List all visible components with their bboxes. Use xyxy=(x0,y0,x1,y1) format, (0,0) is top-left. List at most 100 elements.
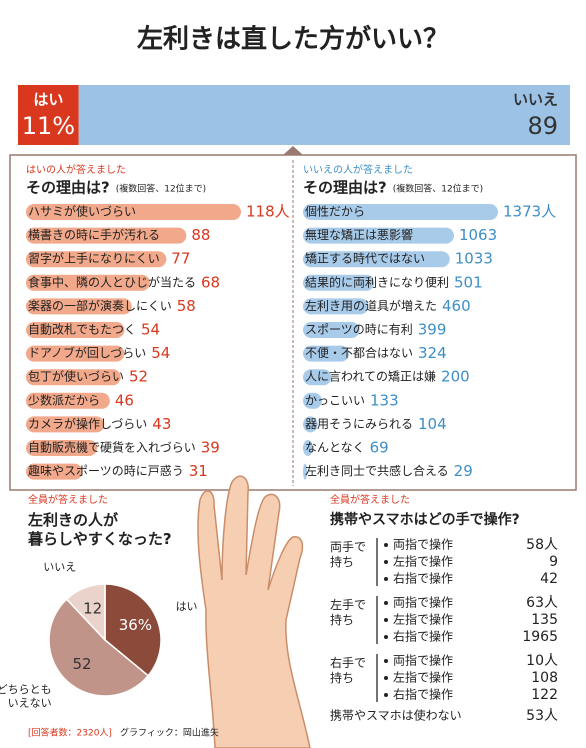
group-label: 両手で持ち xyxy=(330,540,366,569)
bar-value: 501 xyxy=(454,273,483,291)
panel-title: その理由は? xyxy=(303,179,387,197)
pie-slice xyxy=(65,583,106,642)
pie-value: 36% xyxy=(119,616,152,634)
bar xyxy=(26,416,105,433)
bar-category: 自動改札でもたつく xyxy=(28,323,136,337)
bar-value: 31 xyxy=(189,462,208,480)
row-value: 9 xyxy=(549,554,558,570)
bar-category: 食事中、隣の人とひじが当たる xyxy=(28,274,196,289)
bar-value: 1373人 xyxy=(503,203,556,221)
bar xyxy=(303,440,313,456)
bar-value: 88 xyxy=(191,226,210,244)
bar-value: 1033 xyxy=(455,250,493,268)
panel-subtitle: (複数回答、12位まで) xyxy=(116,183,206,195)
credit: グラフィック：岡山進矢 xyxy=(120,727,219,739)
bullet xyxy=(384,676,388,680)
pointer xyxy=(283,146,303,155)
row-label: 左指で操作 xyxy=(393,612,453,627)
group-label: 右手で持ち xyxy=(330,655,366,685)
share-value: 11% xyxy=(22,112,75,140)
none-label: 携帯やスマホは使わない xyxy=(330,708,462,723)
bar-value: 460 xyxy=(442,297,471,315)
hand-illustration xyxy=(197,475,311,748)
panel-title: 携帯やスマホはどの手で操作? xyxy=(330,511,520,528)
bar xyxy=(26,440,98,456)
bar xyxy=(303,251,450,268)
bar-value: 133 xyxy=(370,391,399,409)
share-label: いいえ xyxy=(513,91,558,109)
pie-value: 12 xyxy=(83,599,102,617)
panel-note: はいの人が答えました xyxy=(26,163,126,176)
bar xyxy=(303,274,375,291)
row-value: 63人 xyxy=(526,595,558,611)
bar xyxy=(303,392,322,409)
bar xyxy=(26,274,150,291)
bar-value: 104 xyxy=(418,415,447,433)
row-value: 42 xyxy=(540,571,558,587)
bar-value: 69 xyxy=(370,439,389,457)
bullet xyxy=(384,635,388,639)
bar-category: スポーツの時に有利 xyxy=(305,323,413,337)
bar xyxy=(26,392,110,409)
row-label: 右指で操作 xyxy=(393,687,453,702)
none-value: 53人 xyxy=(526,708,558,724)
group-label: 左手で持ち xyxy=(330,597,366,627)
row-value: 58人 xyxy=(526,537,558,553)
panel-note: いいえの人が答えました xyxy=(303,163,413,176)
panel-subtitle: (複数回答、12位まで) xyxy=(393,183,483,195)
share-label: はい xyxy=(33,91,63,109)
share-value: 89 xyxy=(527,112,558,140)
panel-title: その理由は? xyxy=(26,179,110,197)
bullet xyxy=(384,577,388,581)
bar-value: 118人 xyxy=(246,203,290,221)
bar-value: 77 xyxy=(171,250,190,268)
bar xyxy=(303,369,332,386)
bar-value: 46 xyxy=(115,391,134,409)
bar-category: かっこいい xyxy=(305,393,365,407)
bar-category: 結果的に両利きになり便利 xyxy=(305,274,449,289)
bar-value: 54 xyxy=(151,344,170,362)
bar xyxy=(26,227,187,244)
bar-category: カメラが操作しづらい xyxy=(28,416,147,431)
row-value: 1965 xyxy=(522,629,558,645)
bar-category: 趣味やスポーツの時に戸惑う xyxy=(28,463,184,478)
row-label: 右指で操作 xyxy=(393,629,453,644)
bar xyxy=(303,345,350,362)
panel-note: 全員が答えました xyxy=(330,493,410,506)
row-label: 両指で操作 xyxy=(393,595,453,610)
bar xyxy=(26,298,132,315)
bar-category: 不便・不都合はない xyxy=(305,345,413,360)
bar-category: ハサミが使いづらい xyxy=(28,204,136,219)
pie-category: はい xyxy=(176,600,198,613)
bar-category: なんとなく xyxy=(305,441,365,455)
bar-value: 399 xyxy=(418,321,447,339)
bar xyxy=(26,463,83,480)
bar-value: 54 xyxy=(141,321,160,339)
bar xyxy=(26,369,121,386)
bar xyxy=(26,204,241,220)
bullet xyxy=(384,601,388,605)
bullet xyxy=(384,659,388,663)
bar-category: ドアノブが回しづらい xyxy=(28,345,146,360)
row-label: 右指で操作 xyxy=(393,571,453,586)
bar-category: 自動販売機で硬貨を入れづらい xyxy=(28,440,196,455)
bar-category: 人に言われての矯正は嫌 xyxy=(305,370,436,384)
row-label: 左指で操作 xyxy=(393,670,453,685)
bullet xyxy=(384,543,388,547)
pie-value: 52 xyxy=(72,655,91,673)
bar xyxy=(303,227,454,244)
bar-value: 39 xyxy=(201,439,220,457)
bar-category: 矯正する時代ではない xyxy=(305,252,425,266)
respondents: [回答者数：2320人] xyxy=(28,727,112,739)
bar-category: 横書きの時に手が汚れる xyxy=(28,227,160,242)
bar-value: 58 xyxy=(177,297,196,315)
bar xyxy=(303,322,360,338)
pie-slice xyxy=(104,583,162,677)
bar-category: 習字が上手になりにくい xyxy=(28,251,160,266)
bar-category: 左利き同士で共感し合える xyxy=(305,463,449,478)
bar-category: 個性だから xyxy=(305,205,365,219)
row-label: 両指で操作 xyxy=(393,537,453,552)
bar-value: 1063 xyxy=(459,226,497,244)
bar-value: 68 xyxy=(201,273,220,291)
